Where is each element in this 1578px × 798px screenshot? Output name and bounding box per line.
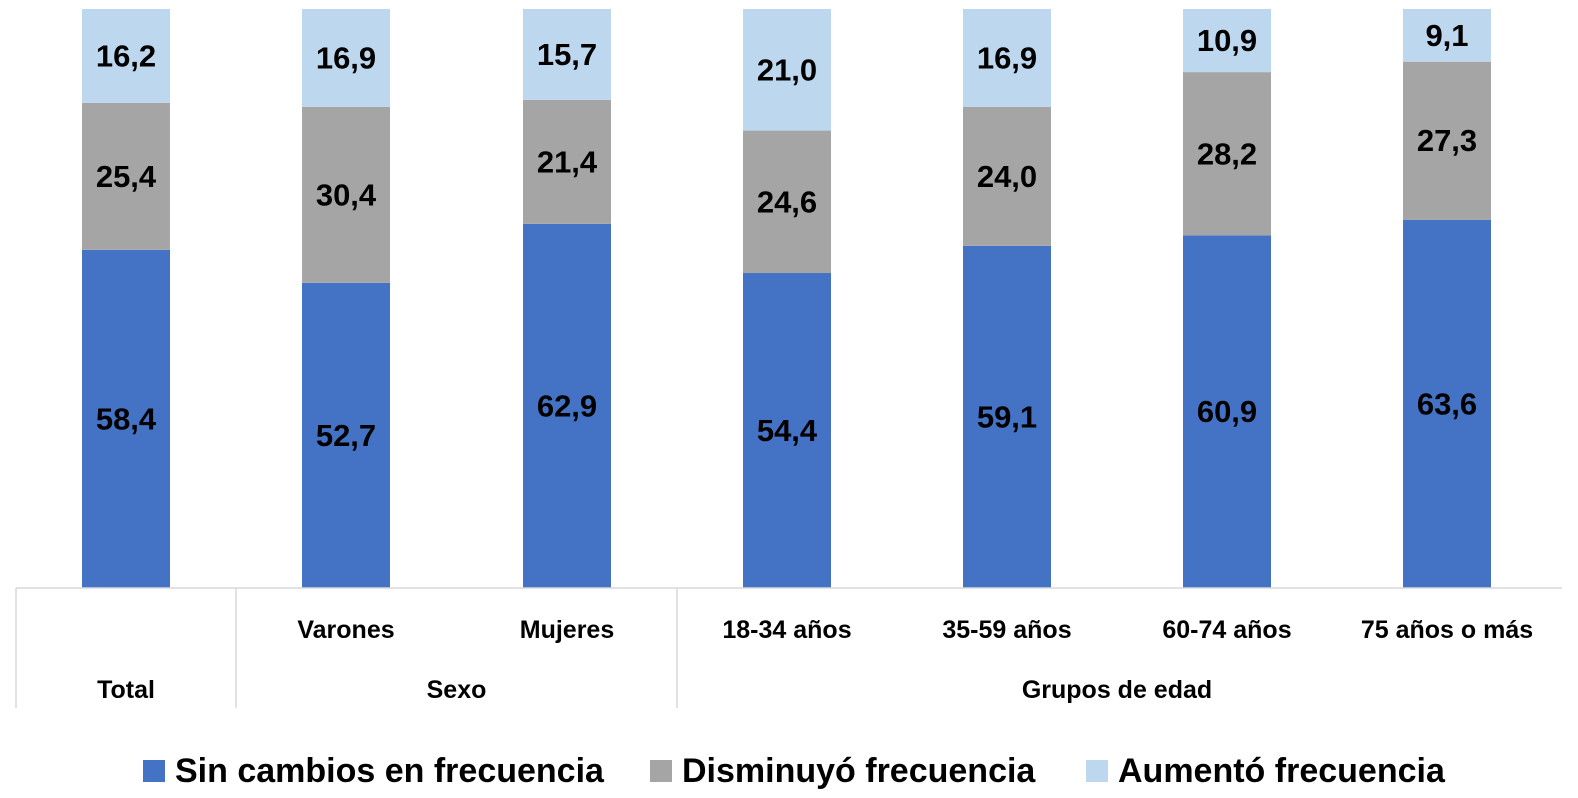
group-label-1: Sexo [427, 676, 487, 704]
data-label-s2-c0: 16,2 [96, 38, 156, 73]
data-label-s0-c0: 58,4 [96, 401, 157, 436]
data-label-s1-c2: 21,4 [537, 144, 598, 179]
bars-layer [82, 9, 1491, 589]
category-label-2: Mujeres [520, 616, 614, 644]
bar-segment-s2-c6 [1403, 9, 1491, 62]
data-label-s2-c5: 10,9 [1197, 23, 1257, 58]
bar-segment-s2-c0 [82, 9, 170, 103]
category-label-5: 60-74 años [1162, 616, 1291, 644]
bar-segment-s0-c6 [1403, 219, 1491, 589]
data-label-s0-c1: 52,7 [316, 418, 376, 453]
bar-segment-s2-c5 [1183, 9, 1271, 73]
bar-segment-s0-c2 [523, 223, 611, 588]
bar-segment-s0-c4 [963, 245, 1051, 588]
bar-segment-s1-c2 [523, 99, 611, 224]
data-label-s1-c4: 24,0 [977, 159, 1037, 194]
legend-swatch-2 [1086, 760, 1108, 782]
data-label-s1-c1: 30,4 [316, 177, 377, 212]
data-label-s2-c4: 16,9 [977, 40, 1037, 75]
bar-segment-s0-c0 [82, 249, 170, 588]
bar-segment-s1-c4 [963, 106, 1051, 246]
data-labels-layer: 58,4 25,4 16,2 52,7 30,4 16,9 62,9 21,4 15,7 54,4… [96, 18, 1477, 453]
category-label-6: 75 años o más [1361, 616, 1533, 644]
data-label-s1-c3: 24,6 [757, 184, 817, 219]
bar-segment-s0-c3 [743, 273, 831, 588]
legend-swatch-1 [650, 760, 672, 782]
bar-segment-s1-c0 [82, 102, 170, 250]
group-label-0: Total [97, 676, 155, 704]
data-label-s1-c6: 27,3 [1417, 123, 1477, 158]
legend-swatch-0 [143, 760, 165, 782]
data-label-s0-c2: 62,9 [537, 388, 597, 423]
category-axis: Total Sexo Varones Mujeres Grupos de edad 18-… [15, 587, 1562, 708]
bar-segment-s2-c3 [743, 9, 831, 131]
bar-segment-s1-c6 [1403, 61, 1491, 220]
category-label-4: 35-59 años [942, 616, 1071, 644]
bar-segment-s2-c1 [302, 9, 390, 107]
data-label-s0-c6: 63,6 [1417, 386, 1477, 421]
category-label-1: Varones [297, 616, 394, 644]
bar-segment-s2-c4 [963, 9, 1051, 107]
bar-segment-s1-c5 [1183, 72, 1271, 236]
data-label-s0-c3: 54,4 [757, 413, 818, 448]
legend-label-2: Aumentó frecuencia [1118, 752, 1446, 790]
group-label-2: Grupos de edad [1022, 676, 1212, 704]
legend-label-1: Disminuyó frecuencia [682, 752, 1036, 790]
data-label-s2-c3: 21,0 [757, 52, 817, 87]
bar-segment-s1-c3 [743, 130, 831, 274]
bar-segment-s1-c1 [302, 106, 390, 283]
data-label-s2-c2: 15,7 [537, 37, 597, 72]
bar-segment-s2-c2 [523, 9, 611, 100]
data-label-s1-c5: 28,2 [1197, 136, 1257, 171]
category-label-3: 18-34 años [722, 616, 851, 644]
bar-segment-s0-c1 [302, 282, 390, 588]
bar-segment-s0-c5 [1183, 235, 1271, 588]
data-label-s0-c5: 60,9 [1197, 394, 1257, 429]
data-label-s1-c0: 25,4 [96, 159, 157, 194]
data-label-s2-c1: 16,9 [316, 40, 376, 75]
legend: Sin cambios en frecuencia Disminuyó frecu… [143, 752, 1446, 790]
legend-label-0: Sin cambios en frecuencia [175, 752, 605, 790]
data-label-s2-c6: 9,1 [1425, 18, 1468, 53]
data-label-s0-c4: 59,1 [977, 399, 1037, 434]
